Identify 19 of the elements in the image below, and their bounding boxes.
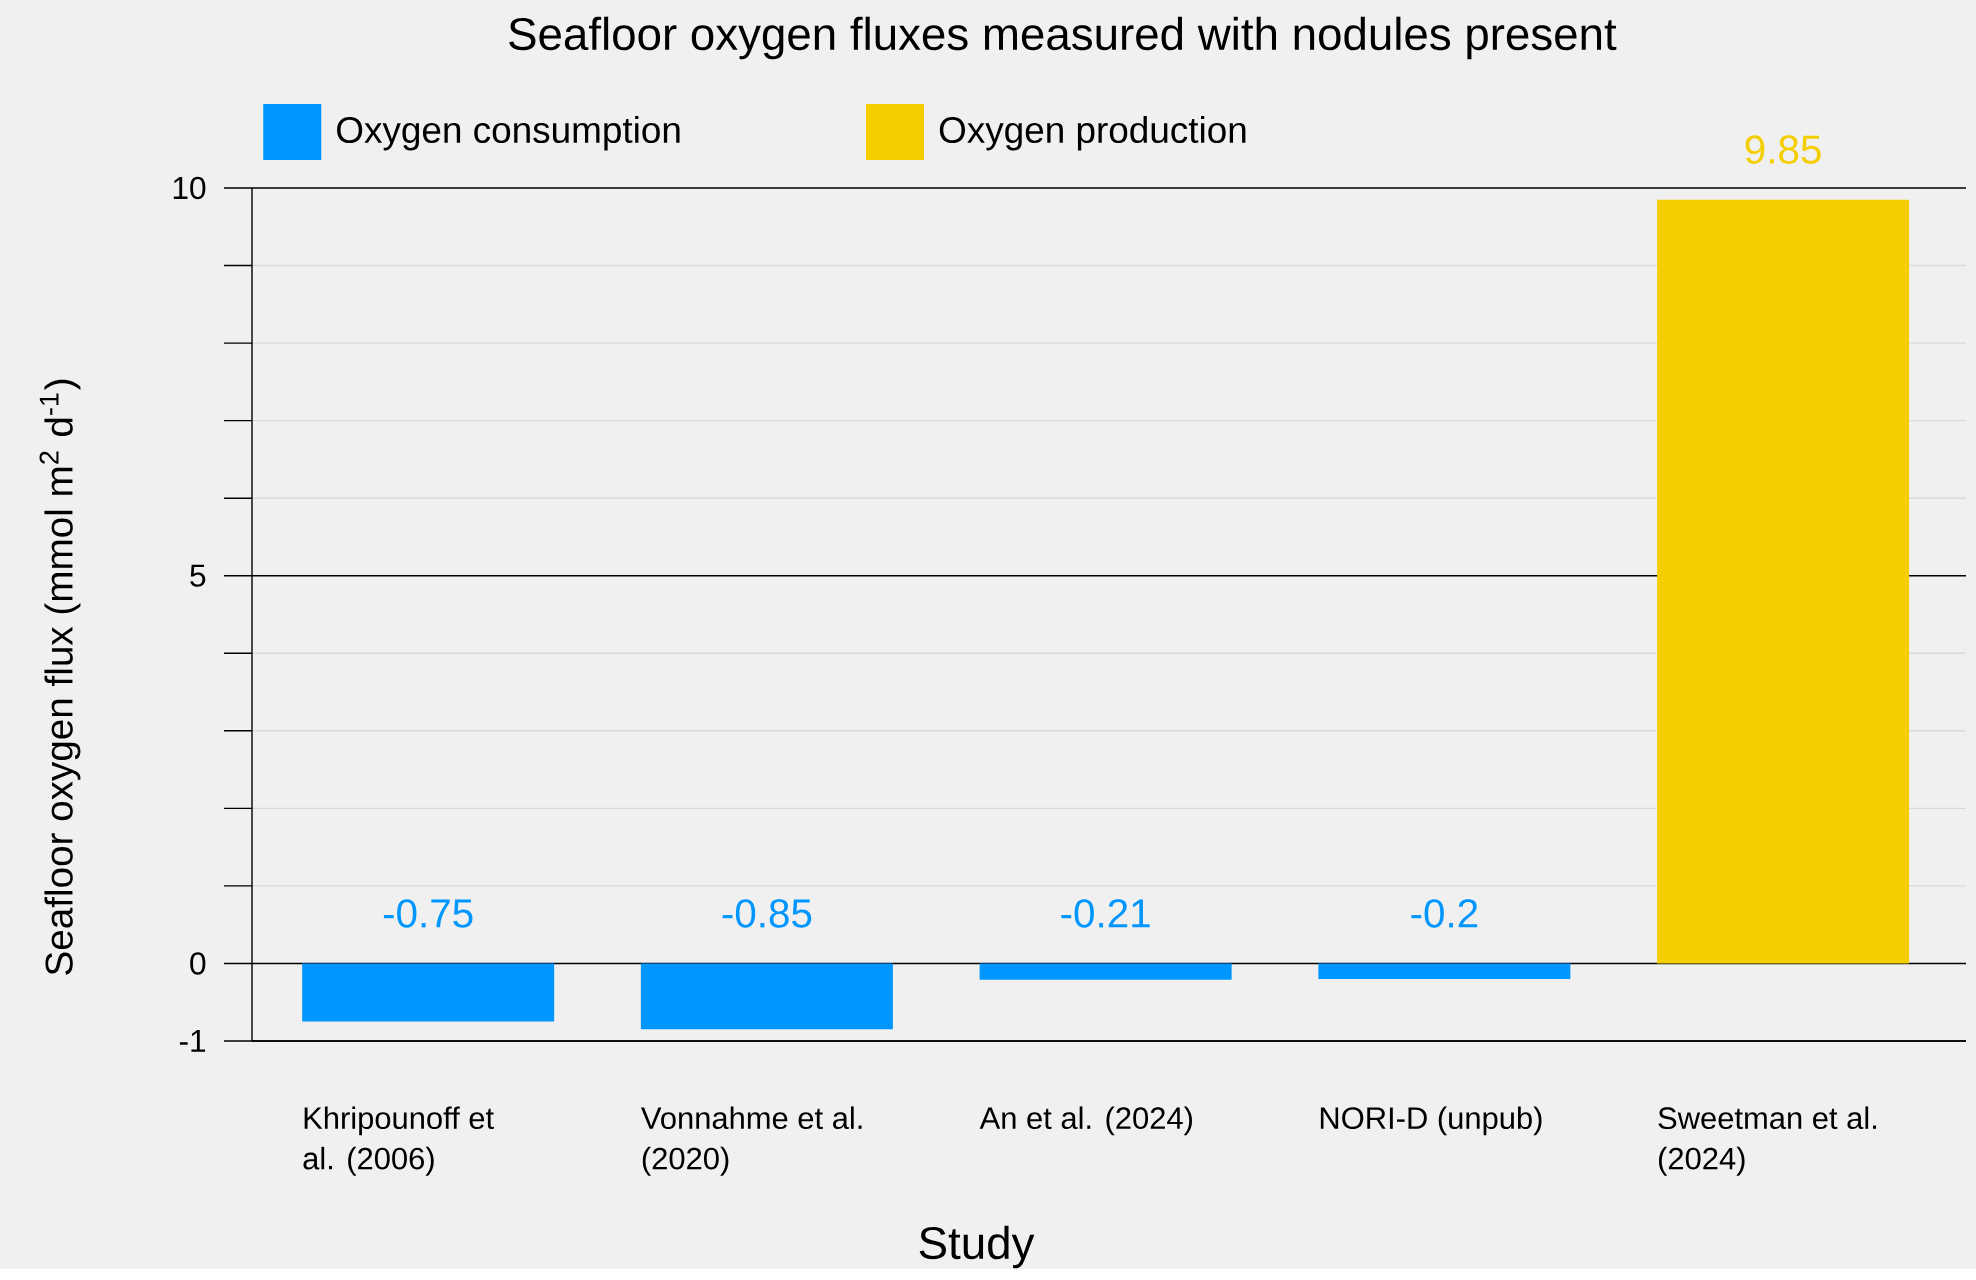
data-label: -0.85 [722,899,812,928]
y-tick-label: 5 [190,564,206,587]
data-label: -0.21 [1061,899,1150,928]
x-tick-label: Khripounoff et al. (2006) [303,1106,494,1176]
y-tick-label: -1 [179,1030,206,1052]
y-axis-title: Seafloor oxygen flux (mmol m$^{2}$ d$^{-1}$) [39,379,81,975]
legend-label: Oxygen production [939,116,1246,151]
x-axis-title: Study [919,1225,1035,1269]
x-tick-label: An et al. (2024) [979,1106,1192,1136]
data-label: -0.2 [1411,899,1478,928]
data-label: 9.85 [1745,135,1821,164]
x-tick-label: Vonnahme et al. (2020) [640,1106,862,1176]
y-tick-label: 0 [190,952,206,975]
data-label: -0.75 [383,899,473,928]
chart-title: Seafloor oxygen fluxes measured with nodules present [509,16,1617,60]
x-tick-label: NORI-D (unpub) [1320,1106,1542,1136]
x-tick-label: Sweetman et al. (2024) [1658,1106,1876,1176]
legend-label: Oxygen consumption [337,116,680,151]
y-tick-label: 10 [173,176,206,200]
